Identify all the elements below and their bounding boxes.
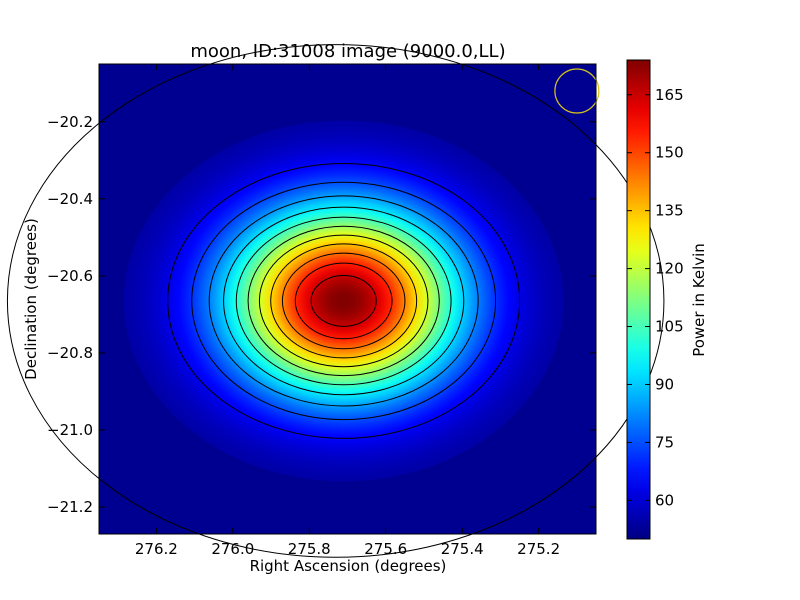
colorbar-tick-label: 165 [655, 86, 684, 104]
y-axis-ticks: −20.2 −20.4 −20.6 −20.8 −21.0 −21.2 [47, 113, 596, 516]
x-axis-label: Right Ascension (degrees) [250, 557, 447, 575]
x-tick-label: 276.2 [135, 540, 178, 558]
x-axis-ticks: 276.2 276.0 275.8 275.6 275.4 275.2 [135, 64, 560, 558]
colorbar-tick-label: 90 [655, 375, 674, 393]
contour-95 [223, 206, 465, 396]
x-tick-label: 275.6 [364, 540, 407, 558]
contour-165 [310, 275, 377, 327]
contour-85 [208, 195, 479, 407]
x-tick-label: 276.0 [211, 540, 254, 558]
plot-frame [98, 63, 597, 535]
colorbar-label: Power in Kelvin [690, 243, 708, 357]
contour-115 [247, 225, 440, 377]
colorbar-tick-label: 120 [655, 260, 684, 278]
contour-155 [294, 262, 393, 340]
plot-area [6, 44, 665, 558]
y-tick-label: −21.0 [47, 421, 93, 439]
y-tick-label: −21.2 [47, 498, 93, 516]
y-tick-label: −20.2 [47, 113, 93, 131]
colorbar-ticks: 60 75 90 105 120 135 150 165 [627, 86, 684, 509]
contour-145 [281, 252, 406, 350]
y-tick-label: −20.6 [47, 267, 93, 285]
contour-135 [270, 243, 418, 359]
contour-65 [167, 162, 521, 439]
y-tick-label: −20.4 [47, 190, 93, 208]
beam-circle [554, 68, 600, 114]
contour-125 [258, 234, 429, 368]
colorbar: 60 75 90 105 120 135 150 165 Power in Kelvin [626, 59, 708, 540]
x-tick-label: 275.4 [441, 540, 484, 558]
chart-title: moon, ID:31008 image (9000.0,LL) [190, 41, 505, 62]
colorbar-tick-label: 75 [655, 433, 674, 451]
contour-75 [191, 181, 497, 421]
contour-105 [235, 216, 452, 386]
colorbar-scale [626, 59, 651, 540]
x-tick-label: 275.2 [517, 540, 560, 558]
contour-55 [6, 44, 665, 558]
colorbar-tick-label: 135 [655, 202, 684, 220]
y-axis-label: Declination (degrees) [22, 218, 40, 380]
y-tick-label: −20.8 [47, 344, 93, 362]
colorbar-tick-label: 60 [655, 491, 674, 509]
colorbar-tick-label: 150 [655, 144, 684, 162]
contour-lines [6, 44, 665, 558]
heatmap-source [123, 120, 564, 482]
colorbar-tick-label: 105 [655, 318, 684, 336]
x-tick-label: 275.8 [288, 540, 331, 558]
